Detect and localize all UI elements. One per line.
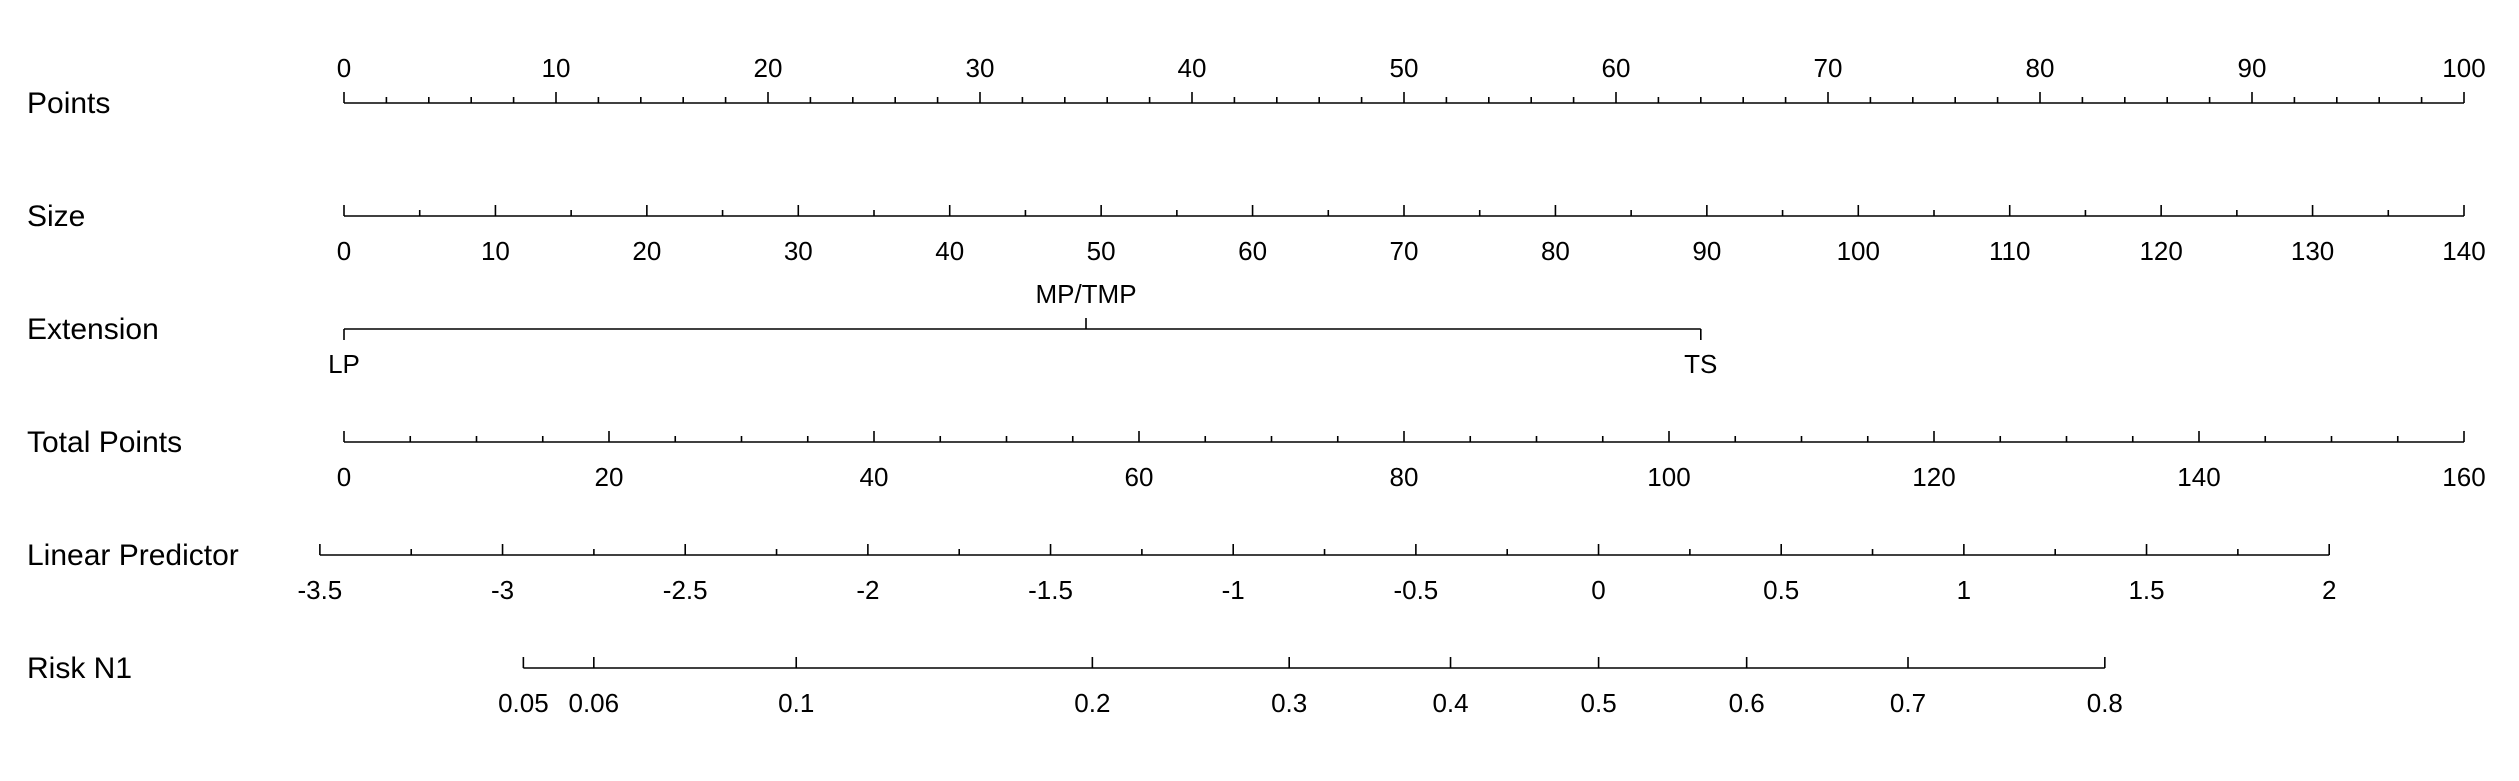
tick-label: 110 [1989, 236, 2030, 266]
tick-label: 0.3 [1271, 688, 1307, 718]
tick-label: 160 [2442, 462, 2485, 492]
tick-label: -2 [856, 575, 879, 605]
tick-label: 40 [1178, 53, 1207, 83]
tick-label: 0.5 [1581, 688, 1617, 718]
tick-label: 80 [1390, 462, 1419, 492]
tick-label: 90 [2238, 53, 2267, 83]
tick-label: 30 [966, 53, 995, 83]
tick-label: 80 [2026, 53, 2055, 83]
tick-label: 20 [595, 462, 624, 492]
tick-label: 0 [337, 236, 351, 266]
tick-label: 70 [1390, 236, 1419, 266]
tick-label: 20 [754, 53, 783, 83]
tick-label: TS [1684, 349, 1717, 379]
tick-label: 0 [337, 53, 351, 83]
tick-label: 60 [1602, 53, 1631, 83]
row-name: Linear Predictor [27, 539, 239, 572]
tick-label: 0.6 [1729, 688, 1765, 718]
tick-label: 1 [1957, 575, 1971, 605]
tick-label: 80 [1541, 236, 1570, 266]
tick-label: -1.5 [1028, 575, 1073, 605]
tick-label: 0.5 [1763, 575, 1799, 605]
tick-label: 140 [2177, 462, 2220, 492]
tick-label: 50 [1390, 53, 1419, 83]
tick-label: -0.5 [1393, 575, 1438, 605]
tick-label: 60 [1125, 462, 1154, 492]
tick-label: 0.8 [2087, 688, 2123, 718]
row-name: Size [27, 200, 85, 233]
row-name: Extension [27, 313, 159, 346]
tick-label: 10 [542, 53, 571, 83]
tick-label: 10 [481, 236, 510, 266]
tick-label: 0 [1591, 575, 1605, 605]
tick-label: 100 [1647, 462, 1690, 492]
tick-label: 0.1 [778, 688, 814, 718]
tick-label: 60 [1238, 236, 1267, 266]
tick-label: 100 [1837, 236, 1880, 266]
tick-label: LP [328, 349, 360, 379]
tick-label: 70 [1814, 53, 1843, 83]
tick-label: -3.5 [297, 575, 342, 605]
tick-label: 0.4 [1432, 688, 1468, 718]
tick-label: 0 [337, 462, 351, 492]
tick-label: 1.5 [2128, 575, 2164, 605]
tick-label: 20 [632, 236, 661, 266]
tick-label: 0.2 [1074, 688, 1110, 718]
row-name: Risk N1 [27, 652, 132, 685]
tick-label: 30 [784, 236, 813, 266]
tick-label: 0.05 [498, 688, 549, 718]
tick-label: -3 [491, 575, 514, 605]
tick-label: 100 [2442, 53, 2485, 83]
tick-label: 0.06 [569, 688, 620, 718]
row-name: Points [27, 87, 110, 120]
tick-label: 50 [1087, 236, 1116, 266]
tick-label: 0.7 [1890, 688, 1926, 718]
row-name: Total Points [27, 426, 182, 459]
tick-label: 140 [2442, 236, 2485, 266]
tick-label: -2.5 [663, 575, 708, 605]
tick-label: 130 [2291, 236, 2334, 266]
tick-label: 120 [1912, 462, 1955, 492]
tick-label: MP/TMP [1035, 279, 1136, 309]
tick-label: 40 [860, 462, 889, 492]
tick-label: 120 [2139, 236, 2182, 266]
tick-label: -1 [1222, 575, 1245, 605]
tick-label: 40 [935, 236, 964, 266]
tick-label: 2 [2322, 575, 2336, 605]
tick-label: 90 [1692, 236, 1721, 266]
